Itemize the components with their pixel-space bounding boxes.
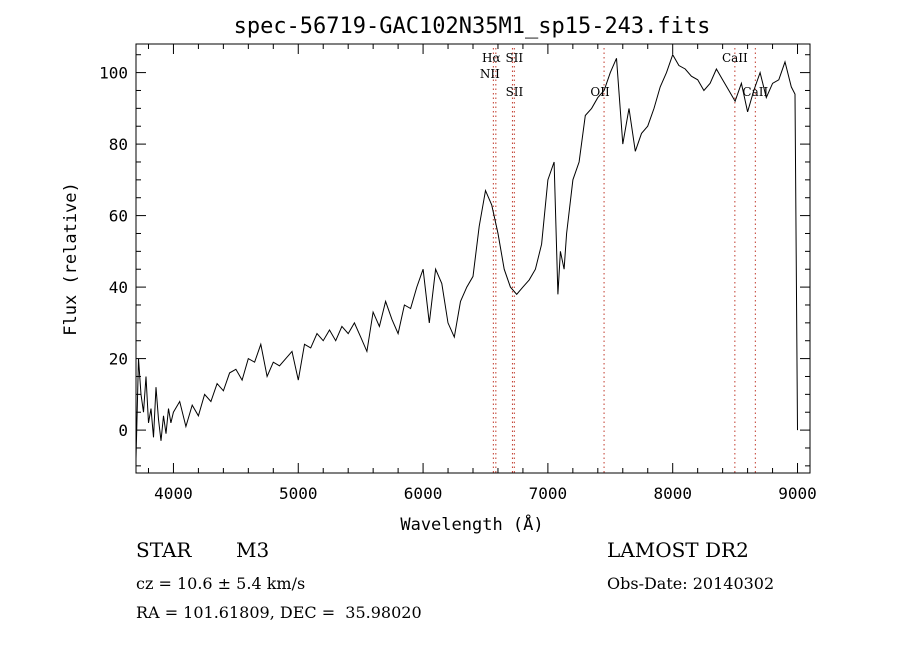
y-tick-label: 100 (99, 64, 128, 83)
y-tick-label: 80 (109, 135, 128, 154)
emission-line-label: OII (590, 85, 610, 99)
y-axis-label: Flux (relative) (61, 182, 81, 336)
y-tick-label: 40 (109, 278, 128, 297)
emission-line-label: Hα (482, 51, 501, 65)
redshift-line: cz = 10.6 ± 5.4 km/s (136, 574, 306, 593)
y-axis-ticks: 0 20 40 60 80 100 (99, 54, 810, 467)
object-class: STAR (136, 538, 192, 562)
emission-line-label: CaII (742, 85, 768, 99)
emission-line-label: SII (506, 85, 524, 99)
ra-dec-line: RA = 101.61809, DEC = 35.98020 (136, 603, 422, 622)
x-tick-label: 8000 (653, 484, 692, 503)
x-tick-label: 5000 (279, 484, 318, 503)
x-axis-label: Wavelength (Å) (400, 513, 543, 535)
y-tick-label: 0 (118, 421, 128, 440)
obs-date: Obs-Date: 20140302 (607, 574, 775, 593)
x-tick-label: 9000 (778, 484, 817, 503)
plot-frame (135, 43, 811, 474)
survey-name: LAMOST DR2 (607, 538, 749, 562)
object-subclass: M3 (236, 538, 270, 562)
x-tick-label: 4000 (154, 484, 193, 503)
emission-line-labels: Hα NII SII SII OII CaII CaII (480, 51, 769, 99)
emission-line-markers (492, 48, 756, 473)
emission-line-label: CaII (722, 51, 748, 65)
x-tick-label: 7000 (529, 484, 568, 503)
emission-line-label: SII (505, 51, 523, 65)
chart-title: spec-56719-GAC102N35M1_sp15-243.fits (234, 14, 711, 39)
x-tick-label: 6000 (404, 484, 443, 503)
spectrum-series-line (135, 53, 798, 459)
emission-line-label: NII (480, 67, 500, 81)
x-axis-ticks: 4000 5000 6000 7000 8000 9000 (147, 44, 817, 503)
y-tick-label: 60 (109, 207, 128, 226)
y-tick-label: 20 (109, 350, 128, 369)
